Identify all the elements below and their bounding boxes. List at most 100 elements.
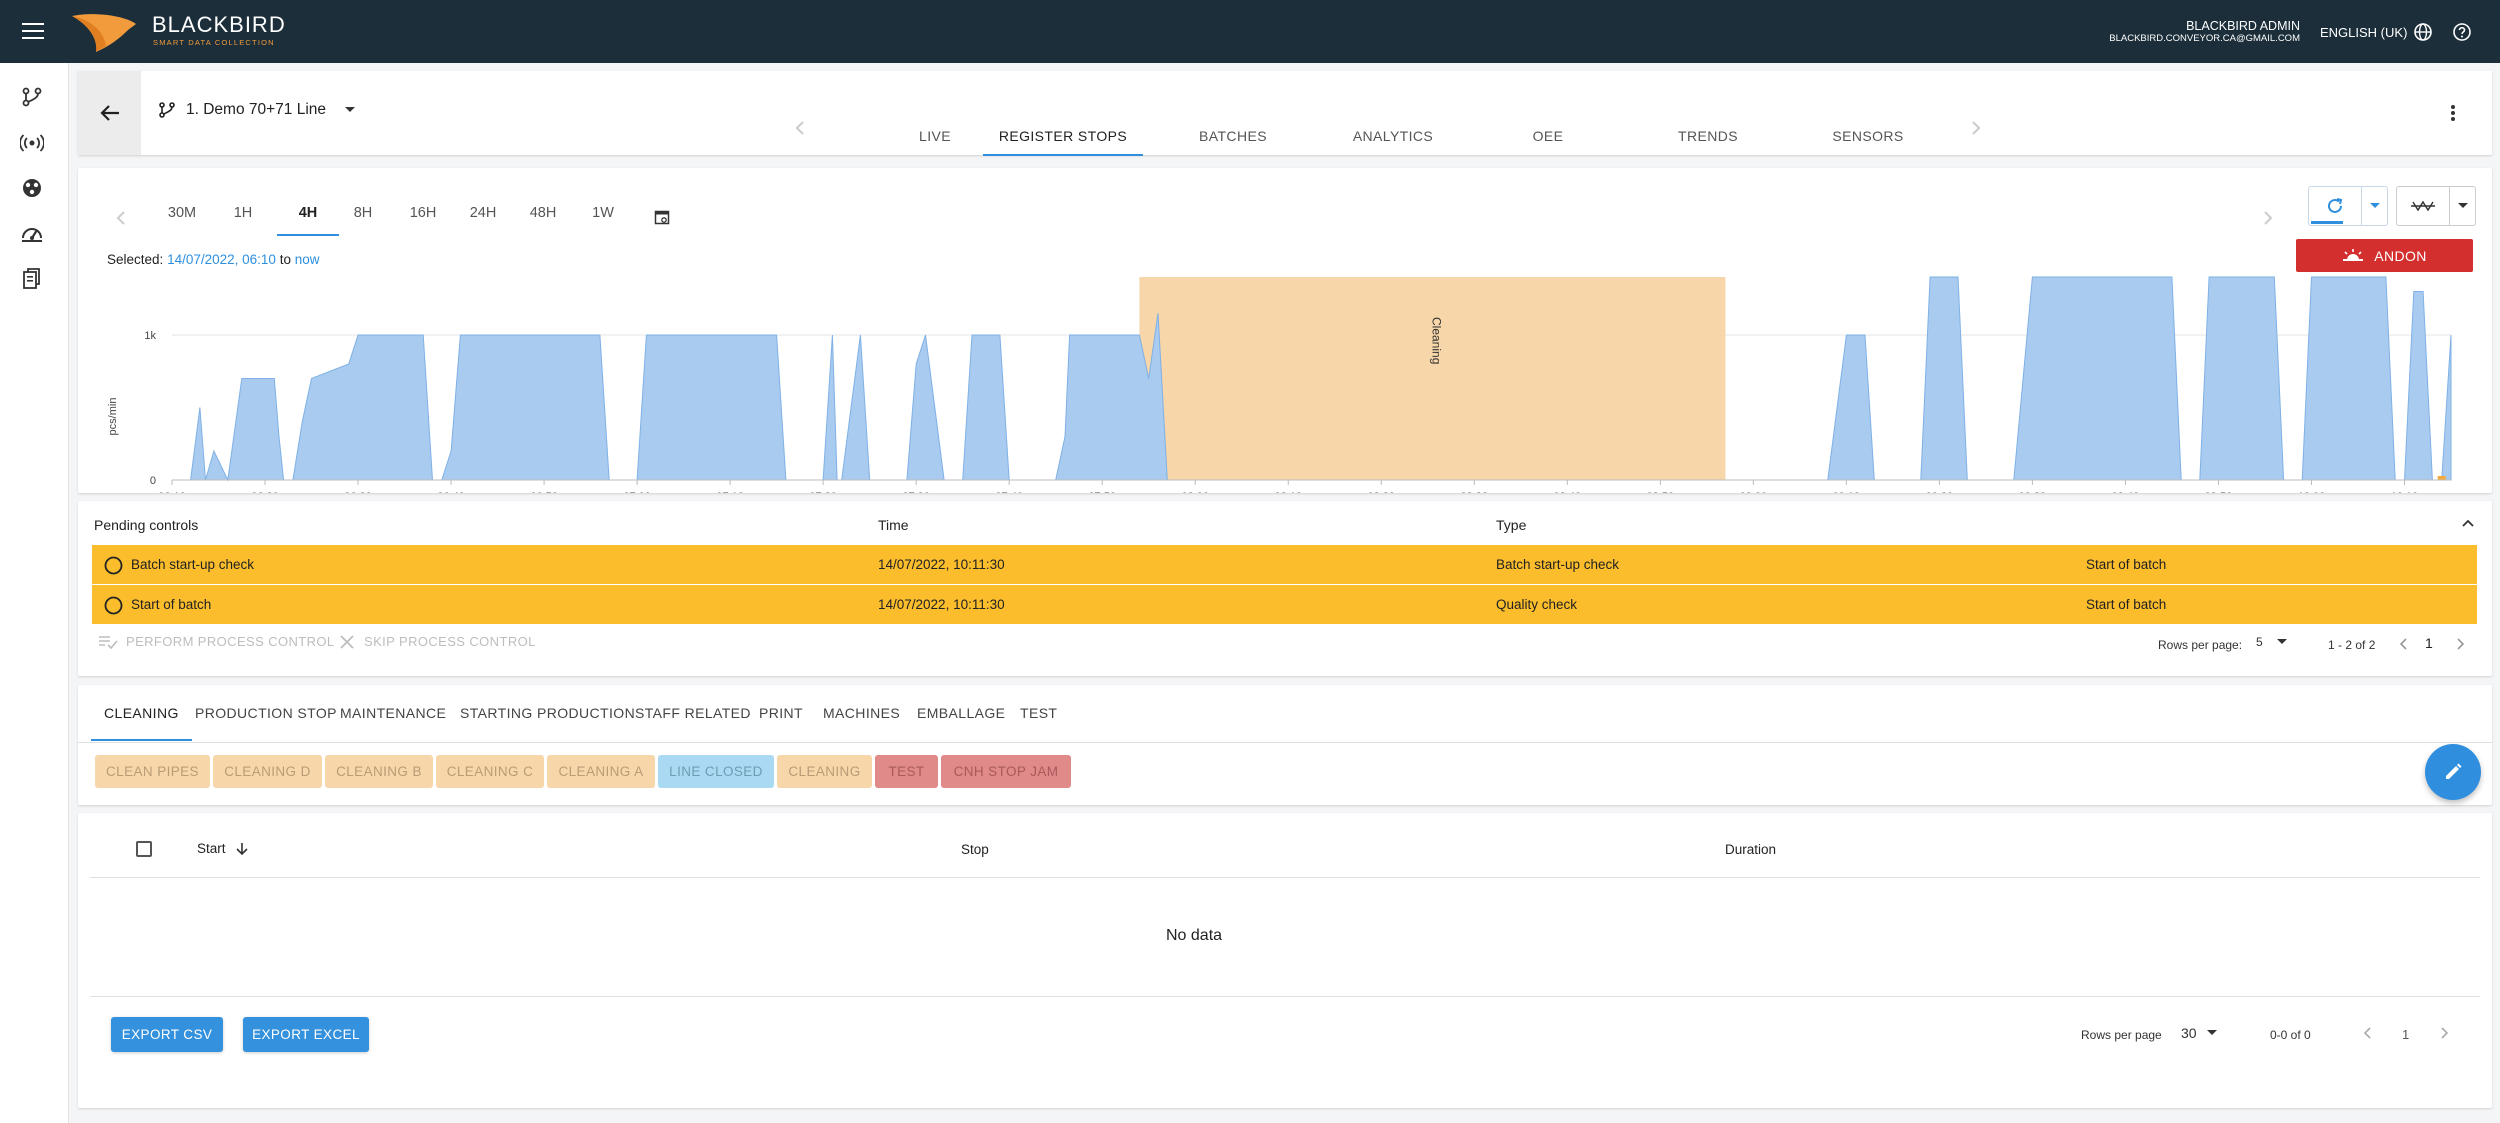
category-tab-starting-production[interactable]: STARTING PRODUCTION — [460, 705, 636, 721]
control-trigger: Start of batch — [2086, 557, 2167, 572]
x-tick-label: 10:10 — [2391, 491, 2419, 493]
reason-clean-pipes-button[interactable]: CLEAN PIPES — [95, 755, 210, 788]
pending-controls-card: Pending controls Time Type Batch start-u… — [78, 501, 2492, 676]
chart-settings-dropdown-icon[interactable] — [2449, 187, 2475, 225]
reason-cleaning-button[interactable]: CLEANING — [777, 755, 872, 788]
reason-cleaning-d-button[interactable]: CLEANING D — [213, 755, 322, 788]
refresh-split-button[interactable] — [2308, 186, 2388, 226]
range-24h[interactable]: 24H — [469, 205, 497, 221]
line-selector[interactable]: 1. Demo 70+71 Line — [158, 98, 356, 122]
refresh-dropdown-icon[interactable] — [2361, 187, 2387, 225]
blackbird-logo[interactable] — [70, 10, 140, 54]
rows-per-page-select[interactable]: 30 — [2181, 1025, 2217, 1041]
duration-column-header[interactable]: Duration — [1725, 842, 1777, 857]
page-number[interactable]: 1 — [2402, 1027, 2410, 1042]
reason-cleaning-a-button[interactable]: CLEANING A — [547, 755, 655, 788]
gauge-icon[interactable] — [18, 219, 46, 247]
perform-process-control-button[interactable]: PERFORM PROCESS CONTROL — [98, 634, 335, 649]
start-column-header[interactable]: Start — [197, 841, 248, 856]
radio-unchecked-icon[interactable] — [104, 596, 123, 615]
category-tab-staff-related[interactable]: STAFF RELATED — [635, 705, 751, 721]
flow-icon[interactable] — [18, 83, 46, 111]
category-tab-production-stop[interactable]: PRODUCTION STOP — [195, 705, 337, 721]
category-tab-test[interactable]: TEST — [1020, 705, 1058, 721]
chart-lines-icon[interactable] — [2397, 187, 2449, 225]
page-prev-icon[interactable] — [2360, 1023, 2376, 1043]
reason-test-button[interactable]: TEST — [875, 755, 938, 788]
range-48h[interactable]: 48H — [529, 205, 557, 221]
category-tab-emballage[interactable]: EMBALLAGE — [917, 705, 1006, 721]
export-csv-button[interactable]: EXPORT CSV — [111, 1017, 223, 1052]
x-tick-label: 09:30 — [2019, 491, 2047, 493]
range-1w[interactable]: 1W — [592, 205, 614, 221]
page-next-icon[interactable] — [2452, 634, 2468, 654]
export-excel-button[interactable]: EXPORT EXCEL — [243, 1017, 369, 1052]
category-tab-cleaning[interactable]: CLEANING — [91, 705, 192, 741]
start-header-label: Start — [197, 841, 226, 856]
range-1h[interactable]: 1H — [233, 205, 253, 221]
selected-to-link[interactable]: now — [294, 252, 320, 267]
refresh-icon[interactable] — [2309, 187, 2361, 225]
production-rate-chart[interactable]: Cleaning 06:10 06:20 06:30 06:40 06:50 07:00 07… — [78, 168, 2492, 493]
page-next-icon[interactable] — [2436, 1023, 2452, 1043]
chevron-down-icon — [2206, 1030, 2217, 1035]
control-trigger: Start of batch — [2086, 597, 2167, 612]
menu-icon[interactable] — [18, 16, 48, 46]
pending-control-row[interactable]: Start of batch 14/07/2022, 10:11:30 Qual… — [92, 585, 2477, 624]
selected-from-link[interactable]: 14/07/2022, 06:10 — [167, 252, 276, 267]
x-tick-label: 06:40 — [437, 491, 465, 493]
andon-button[interactable]: ANDON — [2296, 239, 2473, 272]
pending-control-row[interactable]: Batch start-up check 14/07/2022, 10:11:3… — [92, 545, 2477, 584]
y-axis-label: pcs/min — [107, 398, 119, 436]
tab-trends[interactable]: TRENDS — [1678, 128, 1738, 144]
tab-oee[interactable]: OEE — [1532, 128, 1564, 144]
more-vert-icon[interactable] — [2441, 101, 2465, 125]
range-prev-icon[interactable] — [111, 206, 131, 230]
radio-unchecked-icon[interactable] — [104, 556, 123, 575]
back-button[interactable] — [78, 71, 141, 155]
footer-divider — [90, 996, 2480, 997]
stop-column-header[interactable]: Stop — [961, 842, 989, 857]
tab-register-stops[interactable]: REGISTER STOPS — [983, 116, 1143, 156]
tab-sensors[interactable]: SENSORS — [1832, 128, 1904, 144]
range-4h[interactable]: 4H — [277, 205, 339, 236]
tabs-scroll-left-icon[interactable] — [788, 116, 812, 140]
range-8h[interactable]: 8H — [353, 205, 373, 221]
tab-batches[interactable]: BATCHES — [1199, 128, 1267, 144]
skip-process-control-button[interactable]: SKIP PROCESS CONTROL — [340, 634, 536, 649]
playlist-check-icon — [99, 635, 118, 649]
range-next-icon[interactable] — [2258, 206, 2278, 230]
reason-cnh-stop-jam-button[interactable]: CNH STOP JAM — [941, 755, 1071, 788]
stop-categories-card: CLEANING PRODUCTION STOP MAINTENANCE STA… — [78, 685, 2492, 805]
x-tick-label: 09:20 — [1926, 491, 1954, 493]
documents-icon[interactable] — [18, 265, 46, 293]
calendar-icon[interactable] — [650, 205, 674, 229]
reason-cleaning-b-button[interactable]: CLEANING B — [325, 755, 433, 788]
selected-range: Selected: 14/07/2022, 06:10 to now — [107, 252, 319, 267]
rows-per-page-select[interactable]: 5 — [2256, 635, 2300, 649]
reason-cleaning-c-button[interactable]: CLEANING C — [436, 755, 544, 788]
chart-settings-split-button[interactable] — [2396, 186, 2476, 226]
page-number[interactable]: 1 — [2425, 635, 2433, 651]
sensor-icon[interactable] — [18, 129, 46, 157]
tab-live[interactable]: LIVE — [919, 128, 951, 144]
tab-analytics[interactable]: ANALYTICS — [1352, 128, 1434, 144]
tabs-scroll-right-icon[interactable] — [1964, 116, 1988, 140]
help-icon[interactable] — [2450, 20, 2474, 44]
range-16h[interactable]: 16H — [409, 205, 437, 221]
category-tab-maintenance[interactable]: MAINTENANCE — [340, 705, 447, 721]
category-tab-machines[interactable]: MACHINES — [823, 705, 901, 721]
selected-label: Selected: — [107, 252, 164, 267]
collapse-icon[interactable] — [2458, 513, 2478, 533]
page-prev-icon[interactable] — [2396, 634, 2412, 654]
annotation-band — [1139, 277, 1726, 480]
edit-fab[interactable] — [2425, 744, 2481, 800]
category-tab-print[interactable]: PRINT — [759, 705, 803, 721]
select-all-checkbox[interactable] — [136, 841, 152, 857]
target-icon[interactable] — [18, 174, 46, 202]
language-selector[interactable]: ENGLISH (UK) — [2320, 22, 2433, 42]
range-30m[interactable]: 30M — [167, 205, 197, 221]
reason-line-closed-button[interactable]: LINE CLOSED — [658, 755, 774, 788]
x-tick-label: 07:00 — [623, 491, 651, 493]
line-name: 1. Demo 70+71 Line — [186, 101, 327, 118]
